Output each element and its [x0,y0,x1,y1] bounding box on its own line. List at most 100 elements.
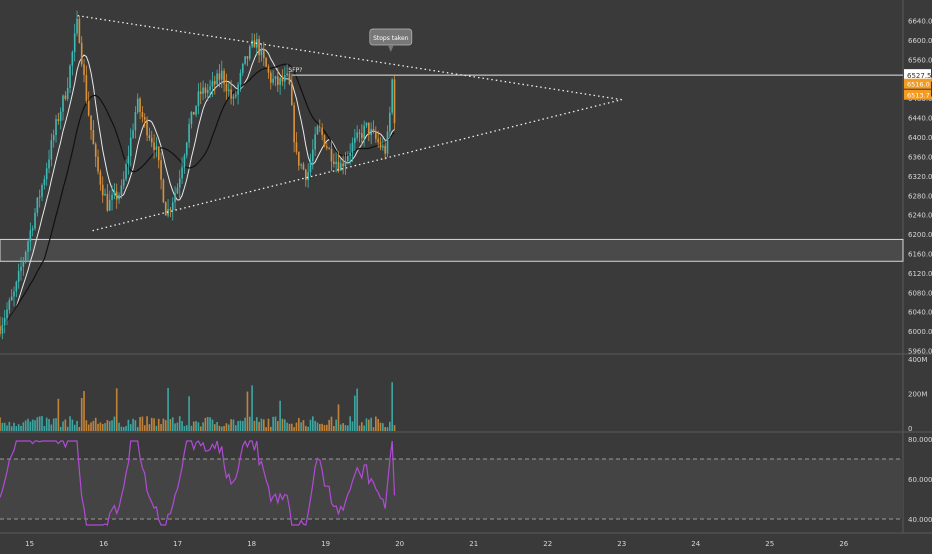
candle-body [318,126,321,128]
candle-body [251,40,253,47]
volume-bar [199,426,202,431]
volume-bar [125,425,127,431]
volume-bar [262,419,265,431]
candle-body [134,112,137,131]
time-tick-label: 23 [617,540,626,548]
volume-bar [372,427,375,431]
candle-body [111,194,113,200]
candle-body [97,156,99,172]
price-tick-label: 6560.0 [908,56,932,64]
volume-bar [0,417,1,431]
candle-body [227,89,230,92]
candle-body [27,241,29,252]
volume-bar [384,427,386,431]
volume-bar [59,426,62,431]
volume-bar [111,420,113,431]
volume-bar [64,419,67,431]
candle-body [230,89,232,99]
candle-body [342,163,344,167]
volume-bar [293,427,295,431]
candle-body [34,212,36,229]
candle-body [368,122,370,135]
volume-bar [246,391,249,431]
time-tick-label: 26 [839,540,848,548]
volume-bar [251,385,253,431]
axes: 6640.06600.06560.06520.06480.06440.06400… [25,18,932,548]
candle-body [31,228,34,231]
volume-bar [153,418,155,431]
candle-body [248,46,251,59]
candle-body [265,58,267,67]
candle-body [38,196,41,198]
candle-body [216,73,218,85]
candle-body [389,112,391,132]
volume-bar [297,418,300,431]
candle-body [274,76,277,79]
candle-body [382,145,384,148]
volume-bar [157,418,160,431]
volume-bar [316,422,319,431]
volume-bar [281,418,284,431]
candle-body [260,49,263,56]
candle-body [143,117,146,120]
volume-bar [85,420,88,431]
volume-bar [188,396,190,431]
candle-body [272,78,274,83]
volume-bar [29,421,32,431]
current-price-label: 6527.5 [907,72,932,80]
candle-body [354,137,356,143]
volume-bar [97,423,99,431]
candle-body [139,98,141,113]
candle-body [262,49,265,59]
candle-body [146,119,148,136]
ma-slow [0,63,395,334]
candle-body [206,89,209,94]
volume-bar [94,417,97,431]
candle-body [300,164,302,166]
candle-body [104,193,106,196]
candle-body [108,199,111,211]
price-tick-label: 6160.0 [908,251,932,259]
volume-bar [309,419,312,431]
candle-body [321,127,323,136]
candle-body [8,300,11,310]
candle-body [148,135,151,138]
candle-body [307,172,309,181]
volume-bar [248,416,251,431]
price-tick-label: 6360.0 [908,153,932,161]
candle-body [379,142,382,148]
candle-body [347,155,349,162]
triangle-lower-line [92,99,622,232]
volume-bar [113,416,116,431]
volume-bar [48,419,50,431]
volume-bar [375,416,377,431]
candle-body [66,88,69,100]
volume-bar [323,425,326,431]
candle-body [120,185,123,195]
volume-bar [167,387,169,431]
volume-bar [241,421,244,431]
volume-bar [148,424,151,431]
candle-body [286,73,288,76]
candle-body [136,98,139,113]
volume-bar [300,422,302,431]
candle-body [181,167,183,179]
volume-bar [66,426,69,431]
volume-bar [83,391,85,431]
volume-bar [155,425,158,431]
volume-bar [356,388,358,431]
candle-body [80,42,83,65]
volume-bar [43,426,46,431]
volume-bar [139,416,141,431]
candle-body [83,64,85,76]
candle-body [90,115,92,131]
candle-body [237,84,239,95]
volume-bar [197,422,200,431]
volume-bar [227,424,230,431]
candle-body [370,129,372,135]
candle-body [0,326,1,334]
candle-body [323,135,326,147]
candle-body [391,79,393,113]
volume-bar [337,404,340,431]
